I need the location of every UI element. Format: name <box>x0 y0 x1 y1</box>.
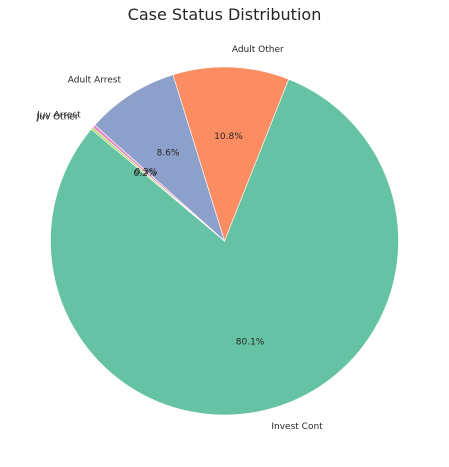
slice-label-adult-arrest: Adult Arrest <box>68 75 122 85</box>
pie-slice-adult-other <box>172 66 290 242</box>
chart-title: Case Status Distribution <box>128 5 322 24</box>
slice-label-juv-other: Juv Other <box>36 113 79 123</box>
slice-pct-adult-other: 10.8% <box>214 132 243 142</box>
pie-labels: Invest Cont 80.1% Adult Other 10.8% Adult Ar… <box>36 45 324 432</box>
pie-slices <box>50 66 399 416</box>
slice-pct-invest-cont: 80.1% <box>236 338 265 348</box>
slice-label-invest-cont: Invest Cont <box>271 422 323 432</box>
pie-slice-juv-other <box>90 127 225 242</box>
slice-pct-juv-arrest: 0.3% <box>135 168 158 178</box>
pie-slice-invest-cont <box>50 78 399 416</box>
slice-pct-juv-other: 0.2% <box>134 169 157 179</box>
slice-label-adult-other: Adult Other <box>232 45 284 55</box>
pie-slice-adult-arrest <box>94 74 226 242</box>
slice-pct-adult-arrest: 8.6% <box>157 149 180 159</box>
slice-label-juv-arrest: Juv Arrest <box>36 110 81 120</box>
